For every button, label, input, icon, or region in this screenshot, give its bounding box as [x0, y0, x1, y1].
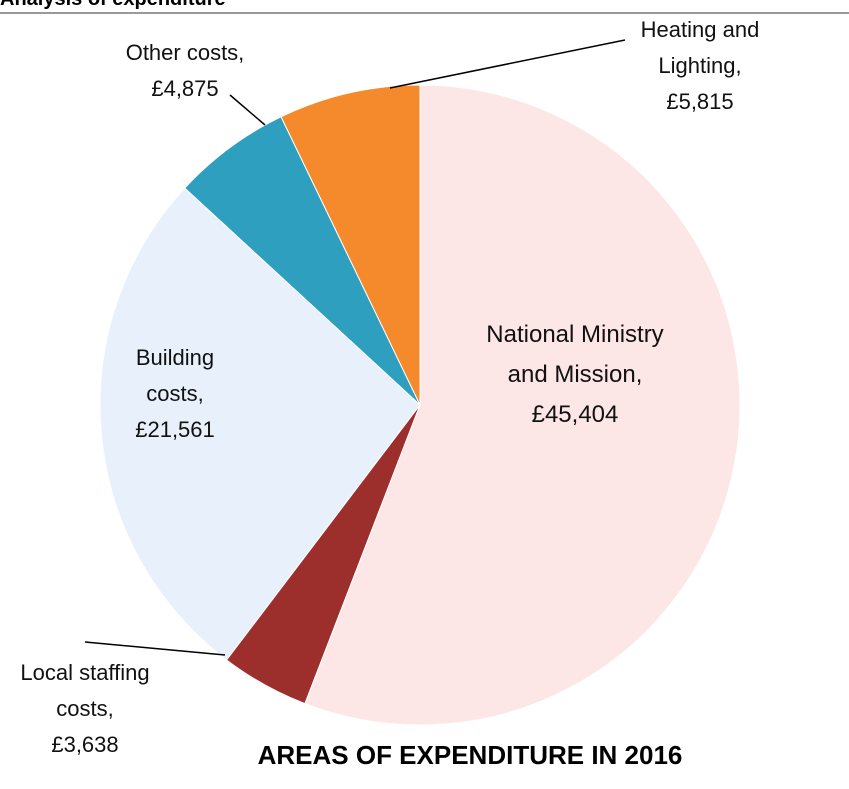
category-label: Building costs,	[135, 345, 215, 406]
page-heading: Analysis of expenditure	[0, 0, 226, 11]
value-label: £4,875	[151, 76, 219, 101]
data-label: Heating and Lighting, £5,815	[615, 12, 785, 120]
category-label: Local staffing costs,	[20, 660, 150, 721]
category-label: National Ministry and Mission,	[486, 321, 664, 388]
value-label: £45,404	[531, 401, 619, 428]
value-label: £21,561	[135, 417, 215, 442]
data-label: Building costs, £21,561	[115, 340, 235, 448]
category-label: Heating and Lighting,	[640, 17, 760, 78]
chart-title: AREAS OF EXPENDITURE IN 2016	[257, 740, 683, 770]
value-label: £5,815	[666, 89, 734, 114]
category-label: Other costs,	[125, 40, 245, 65]
data-label: Other costs, £4,875	[105, 35, 265, 107]
leader-line	[389, 39, 626, 89]
value-label: £3,638	[51, 732, 119, 757]
leader-line	[84, 641, 226, 656]
heading-rule	[0, 12, 849, 14]
data-label: Local staffing costs, £3,638	[0, 655, 170, 763]
leader-line	[229, 94, 266, 126]
pie-slice	[99, 187, 421, 661]
pie-slice	[304, 84, 741, 726]
pie-slice	[280, 84, 421, 406]
pie-slice	[183, 116, 421, 406]
data-label: National Ministry and Mission, £45,404	[480, 315, 670, 435]
